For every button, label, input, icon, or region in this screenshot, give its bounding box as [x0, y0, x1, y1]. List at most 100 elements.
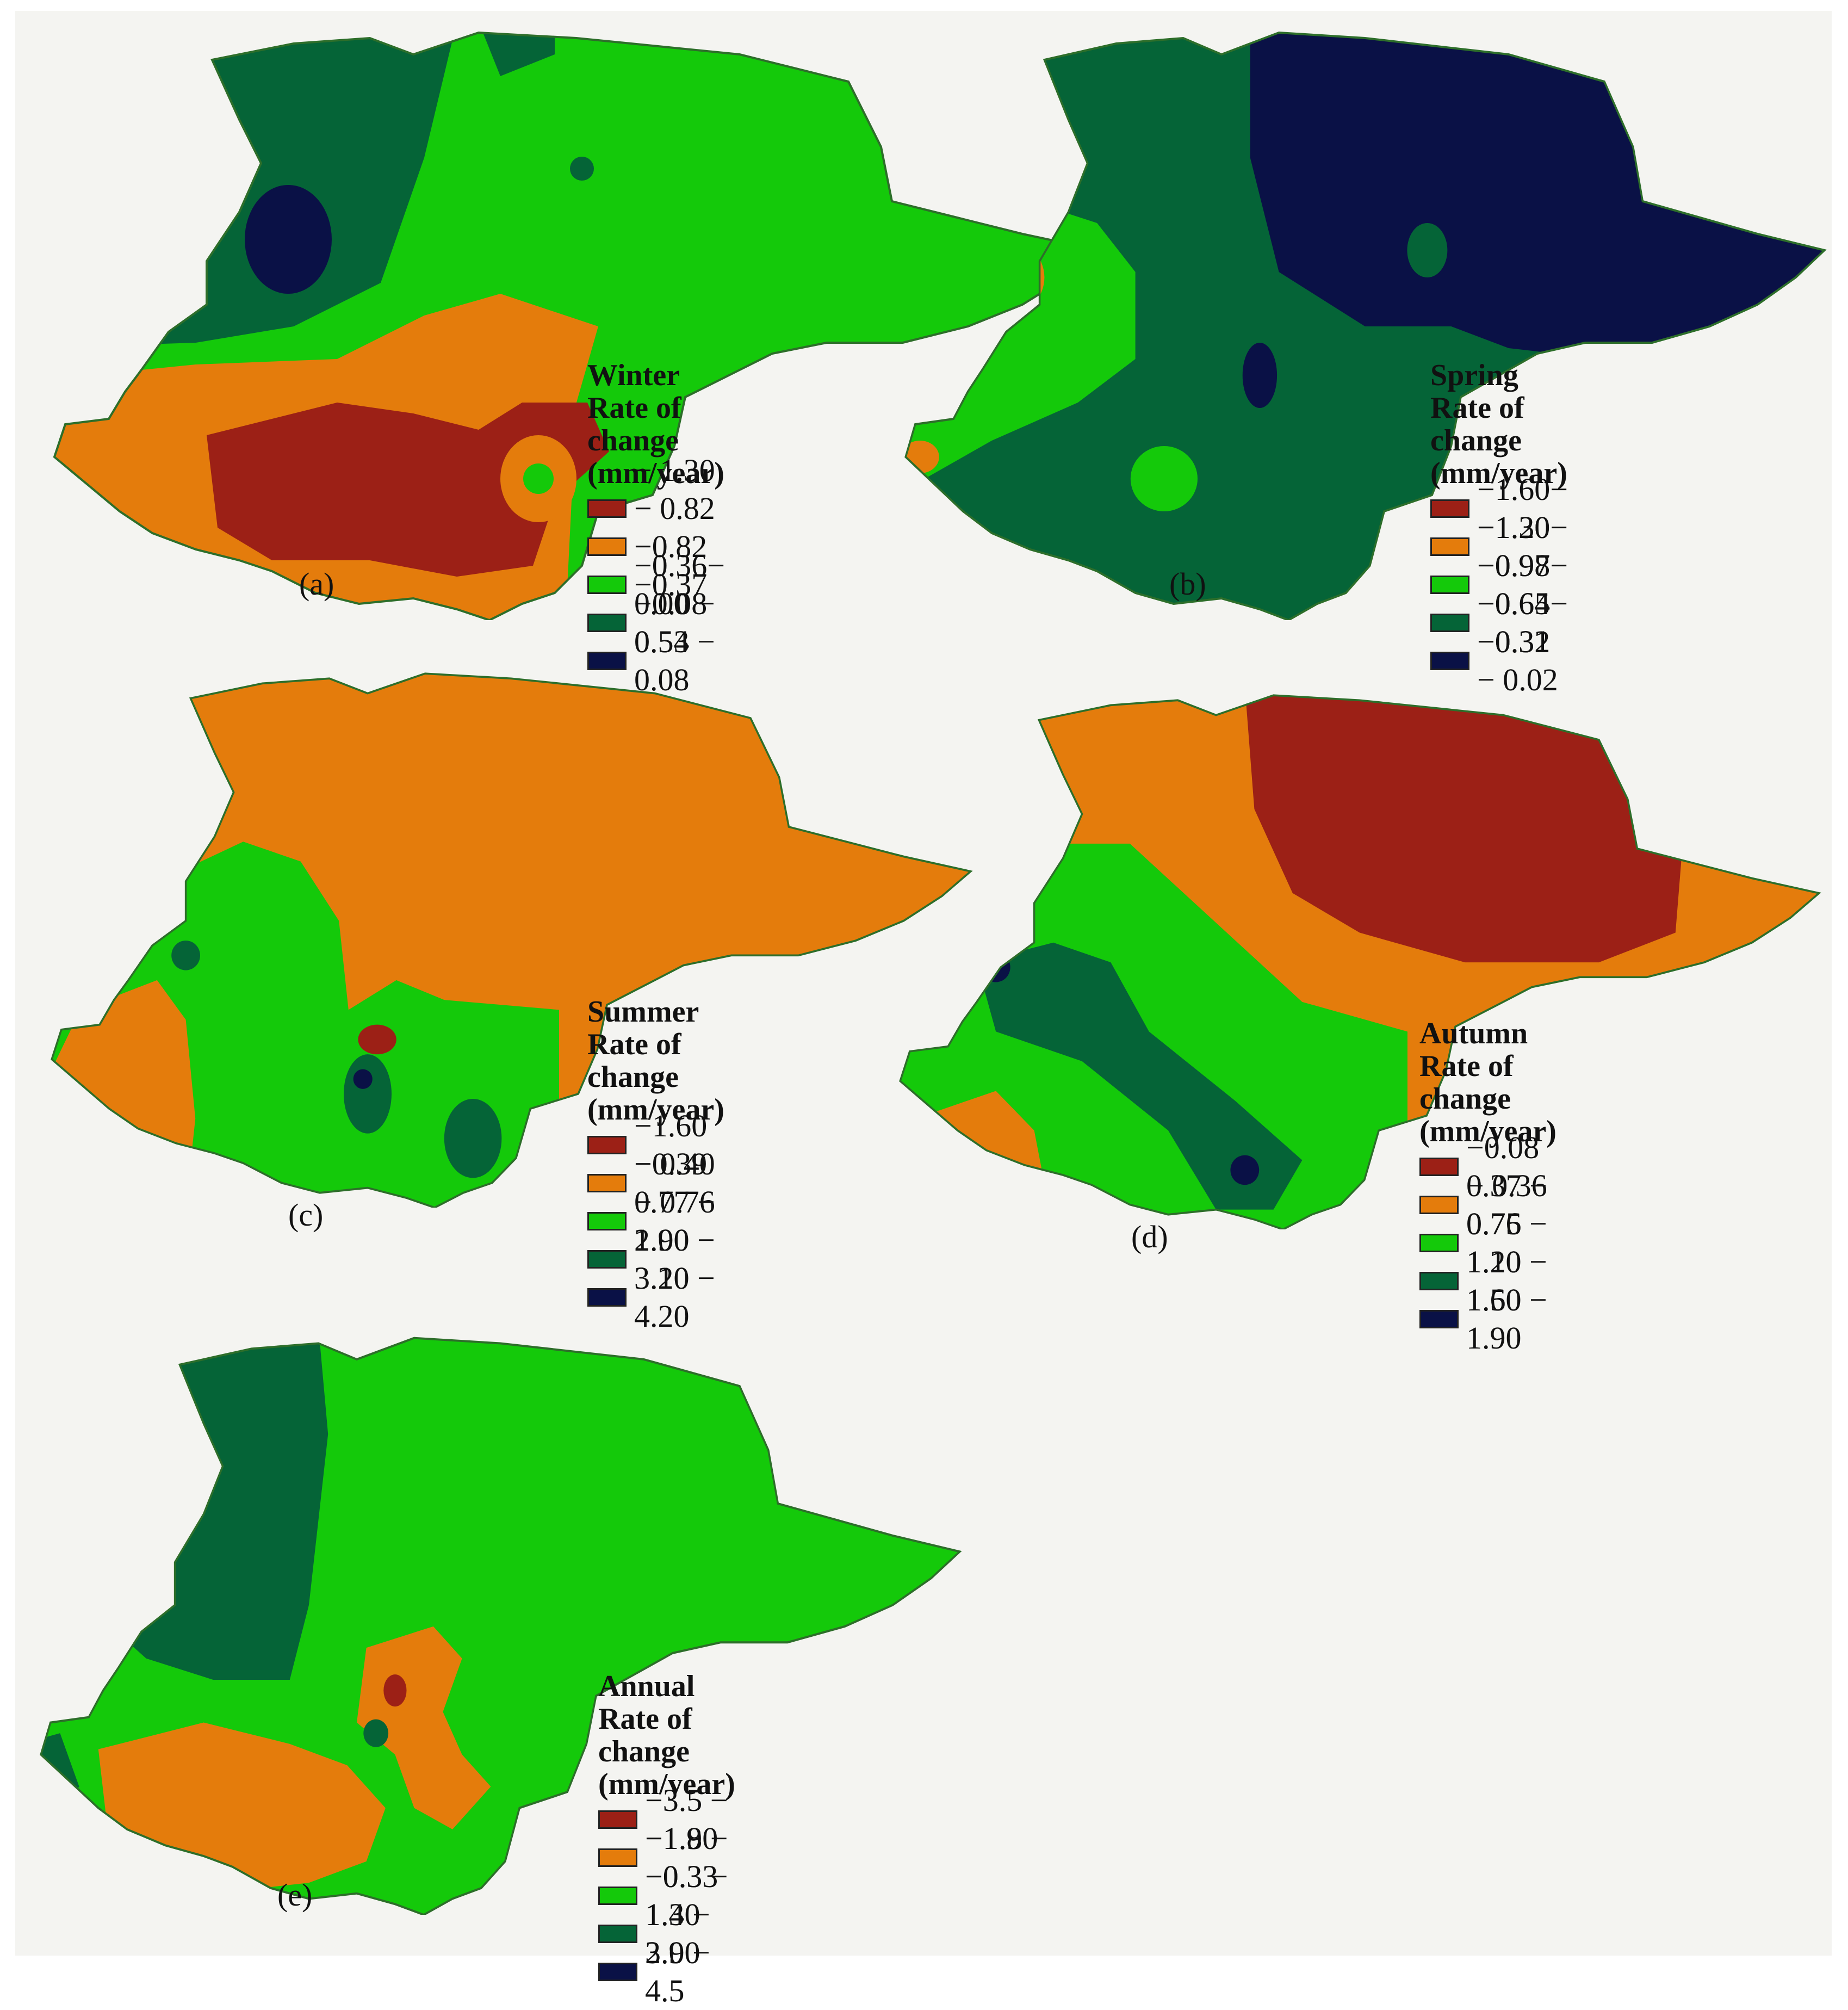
annual-zone-class4-spot — [363, 1719, 389, 1747]
autumn-legend-heading: Rate of change — [1419, 1049, 1514, 1116]
spring-legend-item: −0.31 − 0.02 — [1430, 624, 1568, 697]
annual-legend-item: −0.3 − 1.30 — [598, 1859, 735, 1932]
summer-legend-label: 0.77 − 1.90 — [634, 1184, 715, 1258]
annual-legend: Annual Rate of change (mm/year) −3.5 − −… — [598, 1669, 735, 2008]
legend-swatch — [587, 652, 627, 670]
spring-zone-class3-spot — [1130, 446, 1198, 511]
autumn-legend-unit: (mm/year) — [1419, 1115, 1556, 1148]
legend-swatch — [1419, 1196, 1459, 1214]
winter-legend-heading: Rate of change — [587, 391, 681, 457]
legend-swatch — [598, 1810, 637, 1829]
spring-legend-label: −0.31 − 0.02 — [1477, 624, 1558, 697]
autumn-legend-label: −0.08 − 0.36 — [1466, 1130, 1547, 1203]
legend-swatch — [587, 499, 627, 518]
annual-zone-class4 — [41, 1338, 328, 1680]
spring-zone-class5-spot-2 — [1242, 343, 1278, 408]
summer-zone-class2-south — [52, 980, 196, 1208]
winter-zone-class5 — [245, 185, 332, 294]
annual-caption: (e) — [277, 1877, 313, 1913]
legend-swatch — [587, 1250, 627, 1269]
annual-legend-title: Annual — [598, 1669, 695, 1703]
annual-legend-label: 3.0 − 4.5 — [645, 1935, 710, 2008]
autumn-legend-item: 1.60 − 1.90 — [1419, 1282, 1556, 1356]
winter-legend-item: − 0.82 − −0.37 — [587, 491, 725, 602]
legend-swatch — [1430, 576, 1469, 594]
autumn-zone-class4 — [977, 942, 1303, 1210]
spring-legend-label: −1.20− −0.98 — [1477, 510, 1568, 583]
spring-zone-class5-spot — [982, 136, 1030, 190]
autumn-legend: Autumn Rate of change (mm/year) −0.08 − … — [1419, 1017, 1556, 1356]
autumn-legend-item: 0.76 − 1.10 — [1419, 1206, 1556, 1279]
spring-legend-heading: Rate of change — [1430, 391, 1524, 457]
winter-zone-class3-spot — [523, 463, 554, 494]
legend-swatch — [1419, 1234, 1459, 1252]
legend-swatch — [598, 1887, 637, 1905]
winter-map — [53, 32, 1100, 620]
spring-legend-item: −1.20− −0.98 — [1430, 510, 1568, 583]
autumn-legend-item: 1.20 − 1.50 — [1419, 1244, 1556, 1318]
spring-legend-unit: (mm/year) — [1430, 456, 1567, 490]
spring-legend-title: Spring — [1430, 358, 1518, 392]
annual-legend-label: −0.3 − 1.30 — [645, 1859, 728, 1932]
annual-legend-item: −1.8 − −0.33 — [598, 1821, 735, 1894]
spring-legend-item: −0.97− −0.65 — [1430, 548, 1568, 621]
summer-caption: (c) — [288, 1197, 324, 1233]
winter-legend-item: 0.00 − 0.53 — [587, 586, 725, 659]
annual-legend-label: −3.5 − −1.90 — [645, 1783, 728, 1856]
summer-map — [51, 672, 972, 1208]
winter-zone-class4-spot — [570, 157, 594, 181]
autumn-map — [899, 694, 1820, 1229]
legend-swatch — [598, 1925, 637, 1943]
annual-legend-unit: (mm/year) — [598, 1767, 735, 1801]
legend-swatch — [1419, 1272, 1459, 1290]
autumn-zone-class5-south — [1230, 1155, 1260, 1185]
annual-map — [40, 1337, 961, 1915]
legend-swatch — [587, 614, 627, 632]
winter-legend-label: −0.36− −0.08 — [634, 548, 725, 621]
spring-zone-class4-spot — [1407, 223, 1448, 277]
spring-legend-label: −0.97− −0.65 — [1477, 548, 1568, 621]
legend-swatch — [1430, 652, 1469, 670]
winter-legend-item: −0.36− −0.08 — [587, 548, 725, 621]
winter-legend-item: − 1.30 − −0.82 — [587, 453, 725, 564]
winter-caption: (a) — [299, 566, 334, 602]
legend-swatch — [587, 537, 627, 556]
legend-swatch — [587, 1174, 627, 1192]
legend-swatch — [1430, 614, 1469, 632]
summer-legend-label: −1.60 − 0.40 — [634, 1108, 715, 1182]
summer-zone-class4-spot — [171, 941, 200, 970]
autumn-legend-item: −0.08 − 0.36 — [1419, 1130, 1556, 1203]
legend-swatch — [1430, 499, 1469, 518]
spring-map — [904, 32, 1826, 620]
legend-swatch — [587, 1212, 627, 1230]
autumn-legend-label: 1.60 − 1.90 — [1466, 1282, 1547, 1356]
spring-legend-item: −0.64− −0.32 — [1430, 586, 1568, 659]
winter-legend-label: − 0.82 − −0.37 — [634, 491, 715, 602]
annual-legend-label: −1.8 − −0.33 — [645, 1821, 728, 1894]
spring-zone-class3-south — [906, 544, 1002, 620]
legend-swatch — [587, 1288, 627, 1307]
autumn-zone-class1 — [1244, 695, 1685, 963]
winter-legend-label: 0.00 − 0.53 — [634, 586, 715, 659]
autumn-legend-label: 0.76 − 1.10 — [1466, 1206, 1547, 1279]
summer-legend-heading: Rate of change — [587, 1028, 681, 1094]
winter-zone-class1 — [207, 403, 609, 577]
legend-swatch — [1430, 537, 1469, 556]
legend-swatch — [1419, 1158, 1459, 1176]
spring-zone-class2 — [968, 239, 1045, 316]
legend-swatch — [598, 1848, 637, 1867]
annual-legend-label: 1.4 − 2.90 — [645, 1897, 710, 1970]
spring-zone-class5 — [1250, 33, 1825, 359]
annual-legend-item: 1.4 − 2.90 — [598, 1897, 735, 1970]
annual-legend-item: −3.5 − −1.90 — [598, 1783, 735, 1856]
spring-legend: Spring Rate of change (mm/year) −1.60− −… — [1430, 358, 1568, 697]
annual-legend-item: 3.0 − 4.5 — [598, 1935, 735, 2008]
summer-legend-unit: (mm/year) — [587, 1093, 724, 1127]
winter-legend-label: − 1.30 − −0.82 — [634, 453, 715, 564]
summer-zone-class1 — [358, 1024, 396, 1055]
autumn-zone-class5 — [981, 952, 1010, 982]
annual-zone-class1 — [383, 1674, 407, 1707]
annual-legend-heading: Rate of change — [598, 1702, 692, 1768]
summer-zone-class4-south — [444, 1099, 502, 1178]
summer-legend-title: Summer — [587, 995, 699, 1029]
